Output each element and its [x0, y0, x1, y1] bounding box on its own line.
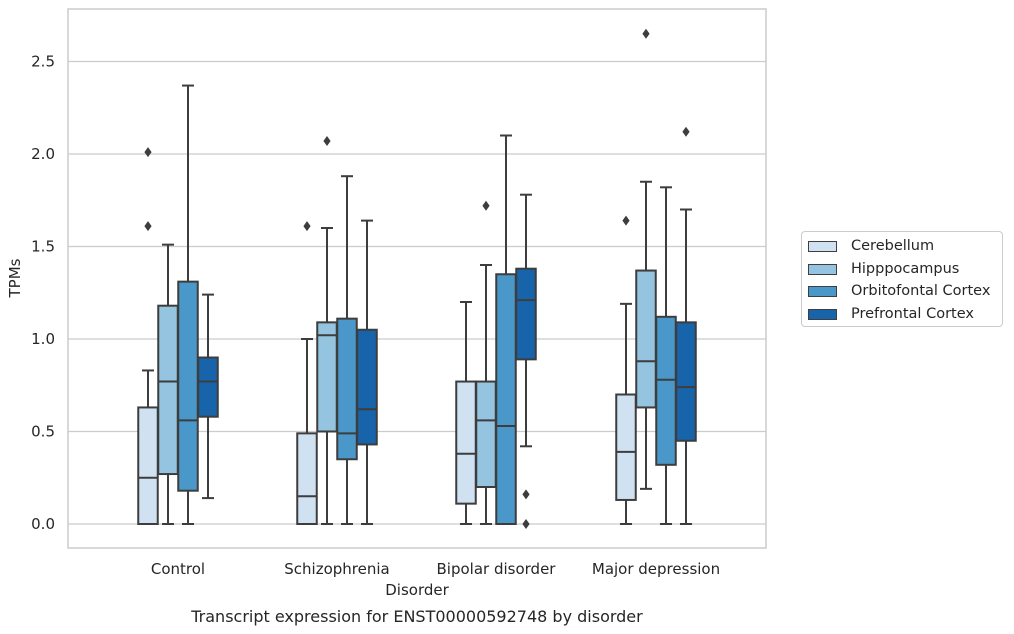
- y-tick-label: 2.5: [31, 53, 55, 71]
- box-marks: [137, 28, 697, 529]
- outlier-point: [622, 215, 630, 226]
- box-iqr: [455, 380, 477, 505]
- box-iqr: [475, 380, 497, 488]
- box-prefrontal-cortex-control: [197, 293, 219, 500]
- y-tick-label: 2.0: [31, 145, 55, 163]
- y-tick-label: 1.5: [31, 238, 55, 256]
- y-tick-label: 0.5: [31, 423, 55, 441]
- box-orbitofontal-cortex-schizophrenia: [336, 175, 358, 525]
- x-axis-ticks: Control Schizophrenia Bipolar disorder Majo…: [151, 560, 720, 578]
- box-prefrontal-cortex-bipolar-disorder: [515, 193, 537, 529]
- y-tick-label: 0.0: [31, 515, 55, 533]
- outlier-point: [522, 519, 530, 529]
- box-hipppocampus-major-depression: [635, 28, 657, 490]
- y-axis-label: TPMs: [6, 258, 24, 298]
- legend-swatch-cerebellum: [808, 240, 837, 252]
- box-iqr: [356, 328, 378, 446]
- box-iqr: [495, 273, 517, 525]
- box-iqr: [655, 315, 677, 466]
- box-cerebellum-major-depression: [615, 215, 637, 525]
- legend-item-hippocampus: Hipppocampus: [808, 259, 959, 279]
- legend-item-prefrontal: Prefrontal Cortex: [808, 304, 974, 324]
- box-iqr: [336, 317, 358, 461]
- outlier-point: [482, 200, 490, 211]
- box-iqr: [316, 321, 338, 433]
- box-hipppocampus-control: [157, 243, 179, 525]
- outlier-point: [682, 126, 690, 137]
- box-cerebellum-control: [137, 147, 159, 526]
- chart-caption: Transcript expression for ENST0000059274…: [190, 607, 643, 626]
- x-tick-label: Schizophrenia: [284, 560, 389, 578]
- box-iqr: [296, 432, 318, 526]
- box-iqr: [197, 356, 219, 418]
- box-iqr: [615, 393, 637, 501]
- legend-item-cerebellum: Cerebellum: [808, 236, 934, 256]
- box-hipppocampus-bipolar-disorder: [475, 200, 497, 525]
- legend-swatch-prefrontal: [808, 308, 837, 320]
- box-iqr: [515, 267, 537, 361]
- x-tick-label: Major depression: [592, 560, 720, 578]
- box-hipppocampus-schizophrenia: [316, 136, 338, 525]
- legend: Cerebellum Hipppocampus Orbitofontal Cor…: [801, 231, 1003, 327]
- box-iqr: [157, 304, 179, 476]
- outlier-point: [144, 221, 152, 232]
- legend-label: Orbitofontal Cortex: [851, 283, 991, 299]
- x-tick-label: Control: [151, 560, 205, 578]
- legend-item-orbitofrontal: Orbitofontal Cortex: [808, 281, 990, 301]
- legend-swatch-orbitofrontal: [808, 285, 837, 297]
- plot-area-frame: [67, 8, 767, 549]
- box-orbitofontal-cortex-control: [177, 84, 199, 525]
- y-axis-ticks: 0.0 0.5 1.0 1.5 2.0 2.5: [31, 53, 55, 534]
- outlier-point: [144, 147, 152, 158]
- box-cerebellum-schizophrenia: [296, 221, 318, 526]
- box-prefrontal-cortex-schizophrenia: [356, 219, 378, 525]
- box-prefrontal-cortex-major-depression: [675, 126, 697, 525]
- box-cerebellum-bipolar-disorder: [455, 301, 477, 525]
- outlier-point: [522, 489, 530, 500]
- x-tick-label: Bipolar disorder: [437, 560, 557, 578]
- outlier-point: [303, 221, 311, 232]
- y-tick-label: 1.0: [31, 330, 55, 348]
- x-axis-label: Disorder: [385, 581, 449, 599]
- legend-label: Hipppocampus: [851, 261, 960, 277]
- outlier-point: [323, 136, 331, 147]
- box-orbitofontal-cortex-major-depression: [655, 186, 677, 525]
- legend-label: Prefrontal Cortex: [851, 306, 974, 322]
- box-orbitofontal-cortex-bipolar-disorder: [495, 134, 517, 525]
- box-iqr: [137, 406, 159, 526]
- box-iqr: [177, 280, 199, 492]
- outlier-point: [642, 28, 650, 39]
- legend-label: Cerebellum: [851, 238, 935, 254]
- box-iqr: [675, 321, 697, 442]
- legend-swatch-hippocampus: [808, 263, 837, 275]
- box-iqr: [635, 269, 657, 409]
